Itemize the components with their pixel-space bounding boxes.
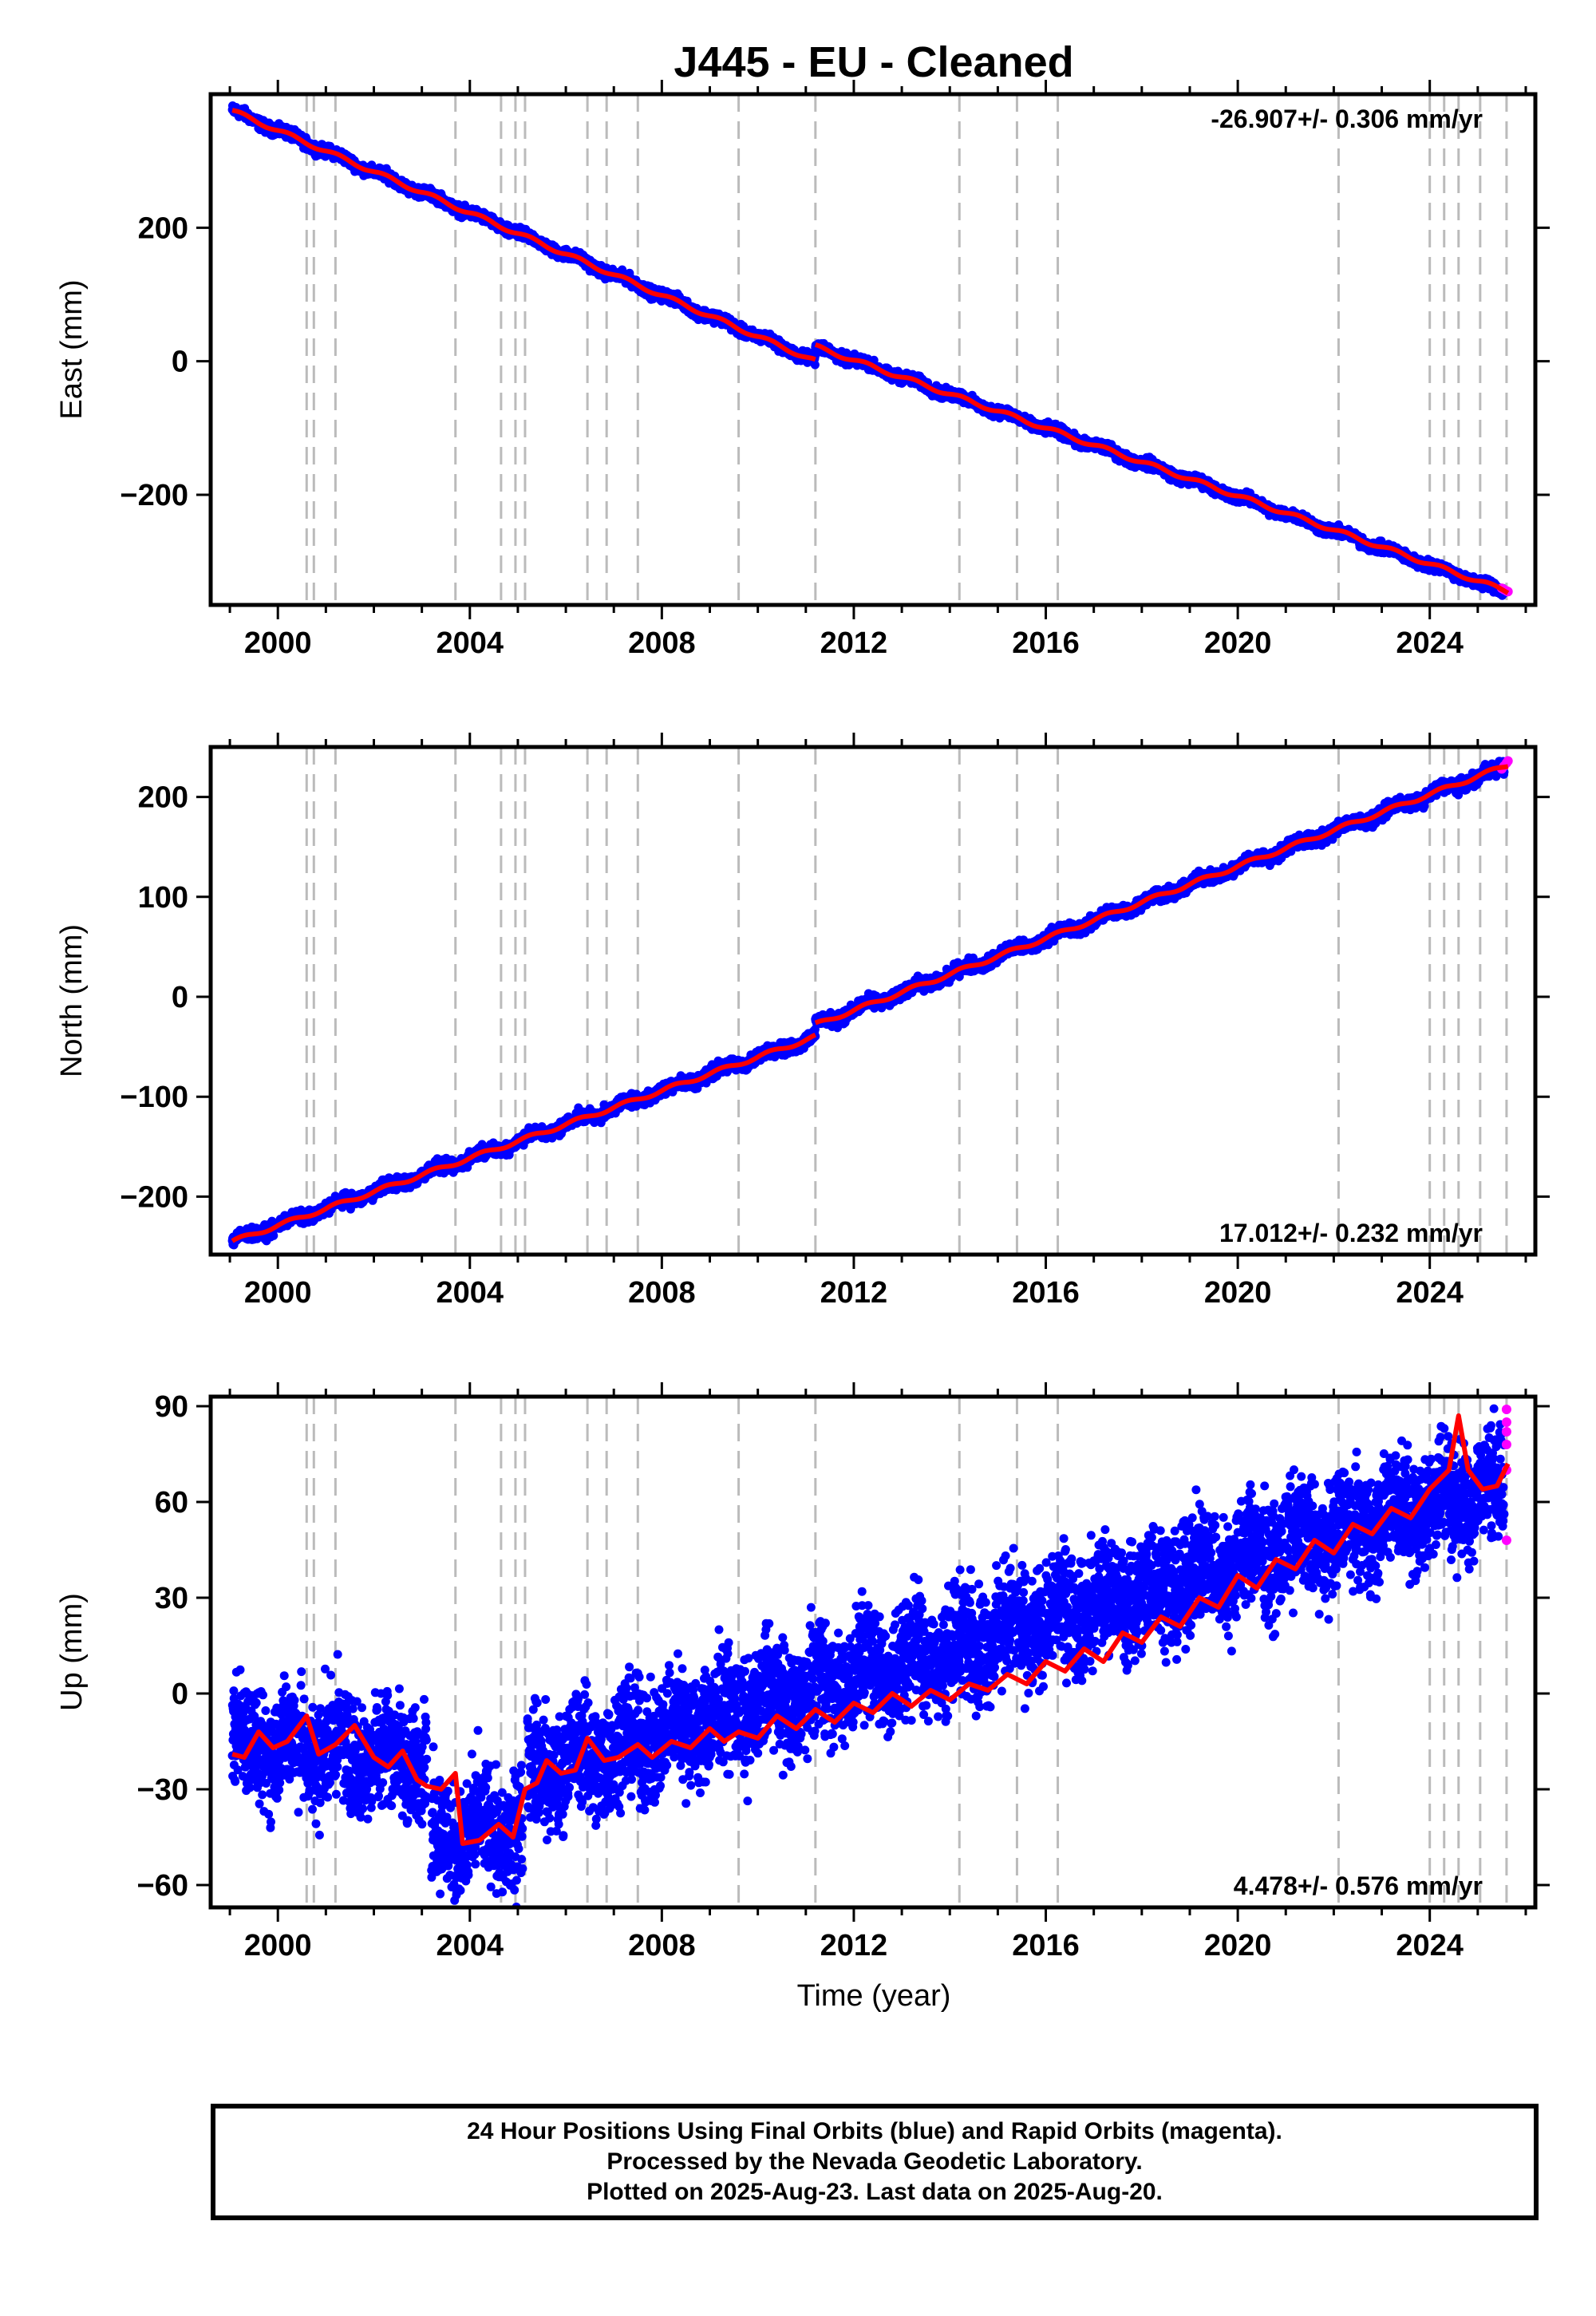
panels-group: 2000 2004 2008 2012 2016 2020 2024 −200 0 200 East… <box>55 80 1550 1962</box>
east-x-tick-label: 2000 <box>244 626 312 660</box>
east-y-tick-label: 200 <box>138 211 188 245</box>
east-x-tick-label: 2024 <box>1396 626 1464 660</box>
east-frame <box>208 92 1538 607</box>
east-model-line <box>814 342 1510 595</box>
east-y-axis-label: East (mm) <box>55 279 89 419</box>
east-panel: 2000 2004 2008 2012 2016 2020 2024 −200 0 200 East… <box>55 80 1550 660</box>
east-plot-area <box>227 94 1513 605</box>
east-x-tick-label: 2004 <box>437 626 504 660</box>
east-x-tick-label: 2016 <box>1012 626 1080 660</box>
east-x-tick-label: 2020 <box>1204 626 1272 660</box>
east-final-orbit-point <box>810 360 820 370</box>
east-x-tick-label: 2008 <box>628 626 696 660</box>
east-y-tick-label: −200 <box>120 479 188 512</box>
east-y-tick-label: 0 <box>172 346 188 379</box>
north-panel: 2000 2004 2008 2012 2016 2020 2024−200−1000100… <box>55 733 1550 1310</box>
north-plot-area <box>227 747 1513 1255</box>
east-rate-label: -26.907+/- 0.306 mm/yr <box>1211 105 1483 133</box>
east-model-line <box>231 108 816 362</box>
north-final-orbit-point <box>269 1231 279 1240</box>
chart-title: J445 - EU - Cleaned <box>674 38 1073 86</box>
east-x-tick-label: 2012 <box>820 626 888 660</box>
